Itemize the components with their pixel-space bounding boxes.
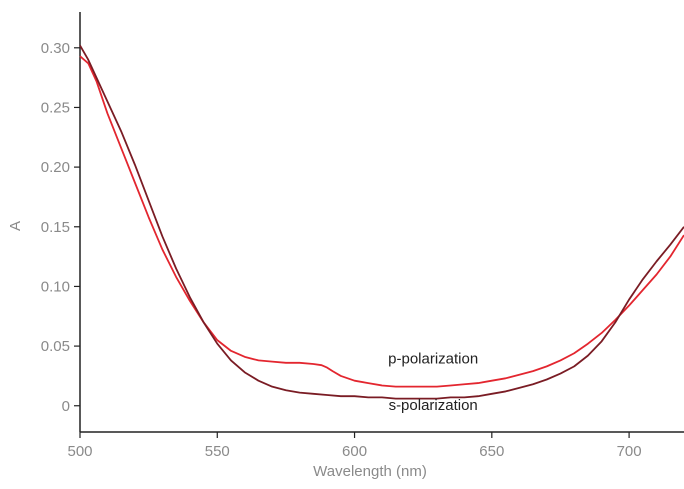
series-s-polarization-line bbox=[79, 44, 684, 400]
annotation-p-polarization: p-polarization bbox=[388, 350, 478, 367]
annotations: p-polarization s-polarization bbox=[388, 350, 478, 414]
y-axis-title: A bbox=[7, 221, 24, 231]
y-tick-label: 0.20 bbox=[41, 159, 70, 176]
annotation-s-polarization: s-polarization bbox=[389, 397, 478, 414]
x-tick-label: 550 bbox=[205, 443, 230, 460]
y-tick-label: 0.30 bbox=[41, 40, 70, 57]
y-tick-label: 0.10 bbox=[41, 278, 70, 295]
y-tick-label: 0.25 bbox=[41, 99, 70, 116]
x-tick-label: 700 bbox=[617, 443, 642, 460]
x-ticks: 500 550 600 650 700 bbox=[67, 432, 642, 460]
x-tick-label: 600 bbox=[342, 443, 367, 460]
series-p-polarization-line bbox=[79, 55, 684, 388]
x-tick-label: 500 bbox=[67, 443, 92, 460]
y-tick-label: 0 bbox=[62, 398, 70, 415]
x-axis-title: Wavelength (nm) bbox=[313, 463, 427, 480]
y-tick-label: 0.15 bbox=[41, 219, 70, 236]
y-tick-label: 0.05 bbox=[41, 338, 70, 355]
y-ticks: 0 0.05 0.10 0.15 0.20 0.25 0.30 bbox=[41, 40, 80, 415]
series-layer bbox=[79, 44, 684, 400]
x-tick-label: 650 bbox=[479, 443, 504, 460]
